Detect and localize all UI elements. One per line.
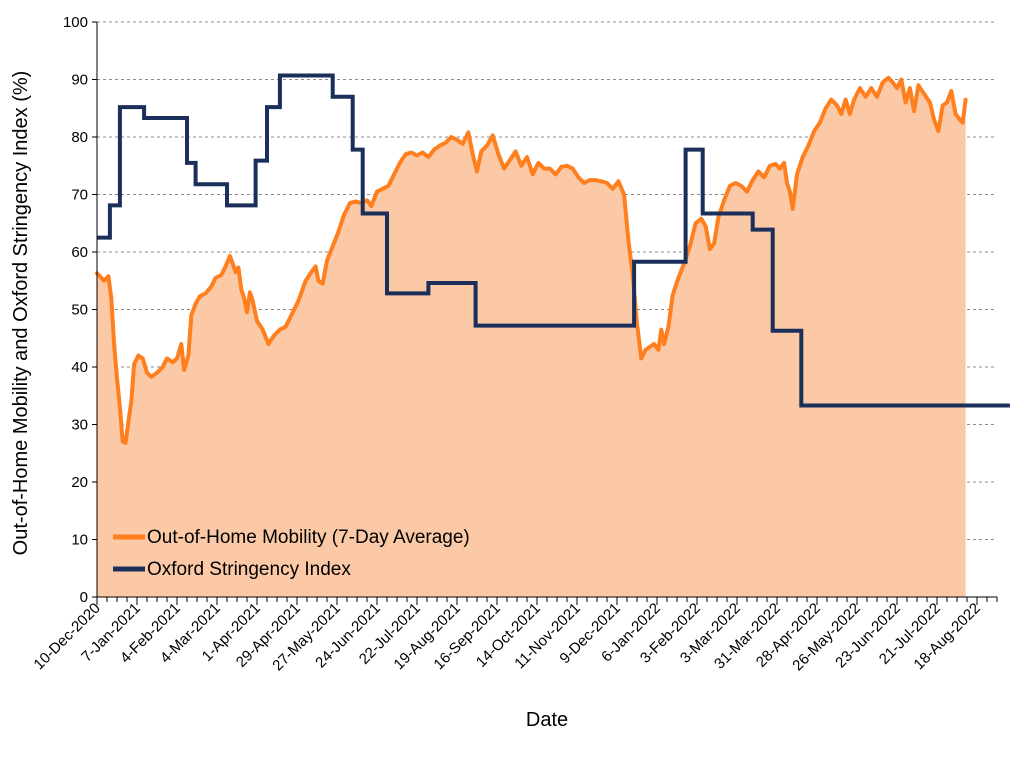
y-tick-label-100: 100 [63,14,88,31]
x-tick-labels: 10-Dec-20207-Jan-20214-Feb-20214-Mar-202… [30,600,983,675]
mobility-area-fill [97,77,966,598]
y-axis-title: Out-of-Home Mobility and Oxford Stringen… [10,71,32,556]
y-tick-label-80: 80 [71,129,88,146]
y-tick-label-0: 0 [80,589,88,606]
y-tick-label-50: 50 [71,302,88,319]
y-tick-label-40: 40 [71,359,88,376]
stringency-line [97,73,1010,408]
y-tick-label-60: 60 [71,244,88,261]
mobility-line [95,75,968,445]
series-lines [95,73,1010,445]
axes [92,21,998,605]
legend-label-stringency: Oxford Stringency Index [147,559,351,580]
mobility-area [97,77,966,598]
x-axis-title: Date [526,709,568,731]
y-tick-label-10: 10 [71,532,88,549]
y-tick-label-20: 20 [71,474,88,491]
y-tick-labels: 0 10 20 30 40 50 60 70 80 90 100 [63,14,88,606]
y-tick-label-70: 70 [71,187,88,204]
legend: Out-of-Home Mobility (7-Day Average) Oxf… [113,527,470,580]
legend-label-mobility: Out-of-Home Mobility (7-Day Average) [147,527,470,548]
y-tick-label-90: 90 [71,72,88,89]
y-tick-label-30: 30 [71,417,88,434]
